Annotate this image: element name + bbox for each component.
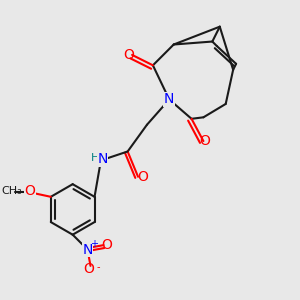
Text: +: +	[90, 238, 98, 249]
Text: H: H	[92, 153, 100, 163]
Text: -: -	[96, 262, 100, 272]
Text: CH₃: CH₃	[1, 186, 22, 196]
Text: O: O	[200, 134, 210, 148]
Text: O: O	[101, 238, 112, 252]
Text: O: O	[124, 48, 135, 62]
Text: N: N	[97, 152, 108, 166]
Text: O: O	[137, 170, 148, 184]
Text: N: N	[82, 242, 93, 256]
Text: N: N	[164, 92, 174, 106]
Text: O: O	[84, 262, 94, 277]
Text: O: O	[25, 184, 35, 198]
